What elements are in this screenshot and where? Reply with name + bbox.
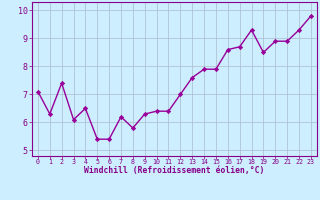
X-axis label: Windchill (Refroidissement éolien,°C): Windchill (Refroidissement éolien,°C) xyxy=(84,166,265,175)
